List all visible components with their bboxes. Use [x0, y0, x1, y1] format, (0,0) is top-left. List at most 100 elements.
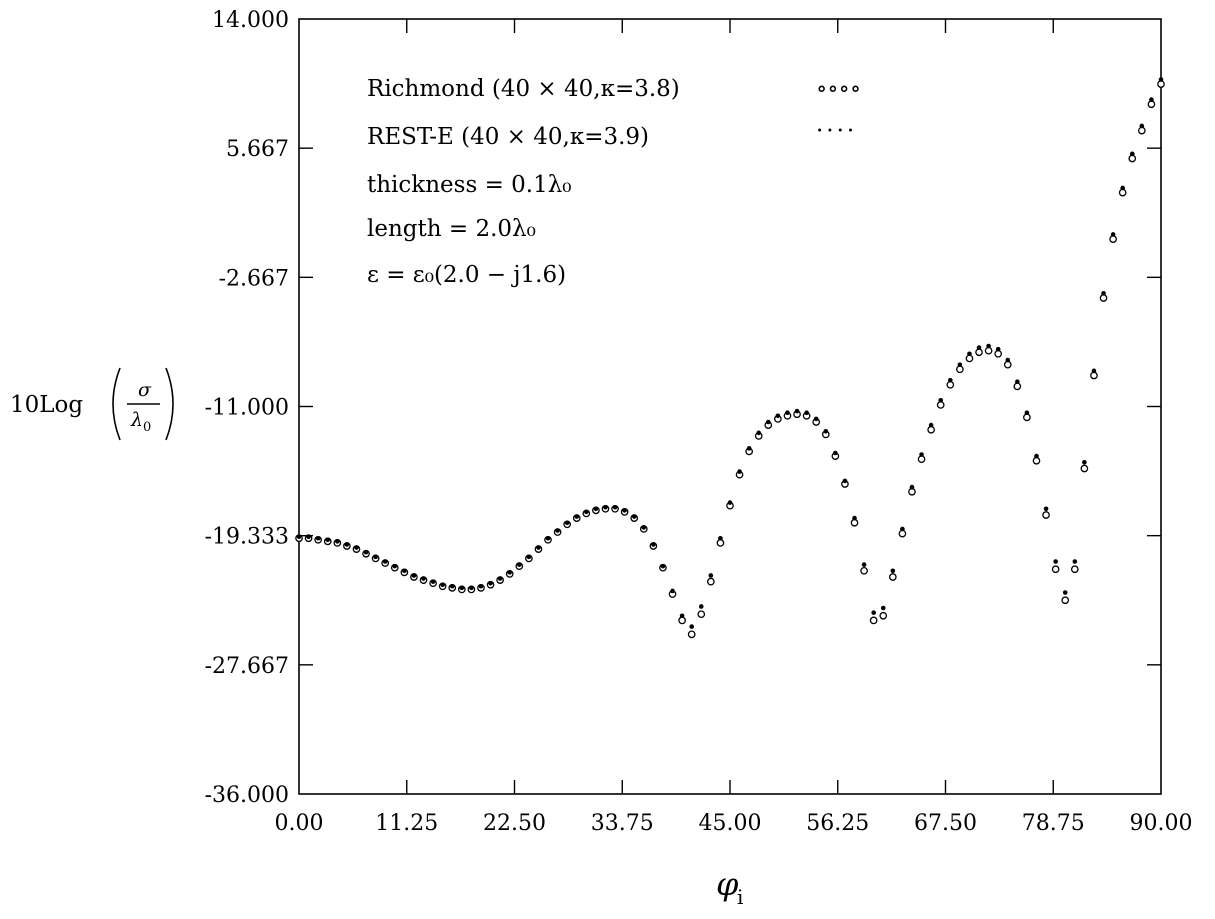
data-point-rest-e: [938, 398, 944, 403]
data-point-rest-e: [593, 506, 599, 512]
data-point-rest-e: [698, 604, 704, 609]
data-point-rest-e: [1101, 291, 1106, 296]
data-point-richmond: [927, 425, 935, 434]
data-point-rest-e: [1062, 590, 1068, 595]
data-point-rest-e: [497, 576, 503, 581]
data-point-richmond: [1080, 464, 1089, 473]
legend-rest-label: REST-E (40 × 40,κ=3.9): [367, 124, 649, 150]
y-tick-label: 5.667: [226, 137, 289, 162]
data-point-rest-e: [411, 573, 417, 578]
data-point-richmond: [697, 610, 706, 619]
data-point-richmond: [888, 573, 897, 581]
data-point-richmond: [1147, 100, 1156, 109]
data-point-rest-e: [756, 430, 762, 436]
data-point-rest-e: [900, 526, 905, 532]
x-axis-label-sub: i: [737, 885, 743, 909]
data-point-rest-e: [363, 549, 369, 555]
data-point-rest-e: [890, 568, 896, 574]
legend-richmond-marker: ∘∘∘∘: [816, 76, 861, 102]
data-point-rest-e: [651, 542, 656, 547]
data-point-rest-e: [1158, 77, 1164, 82]
x-axis-label-main: φ: [716, 865, 739, 903]
data-point-richmond: [1013, 382, 1022, 391]
data-point-rest-e: [516, 562, 522, 567]
data-point-richmond: [965, 354, 974, 363]
data-point-richmond: [1137, 126, 1146, 135]
data-point-rest-e: [679, 613, 685, 619]
data-point-rest-e: [584, 509, 589, 515]
data-point-richmond: [869, 616, 878, 625]
data-point-rest-e: [947, 377, 953, 383]
data-point-richmond: [1042, 511, 1050, 519]
data-point-rest-e: [766, 419, 771, 425]
y-axis-label-denominator-sub: 0: [143, 420, 151, 435]
x-tick-label: 56.25: [806, 811, 869, 836]
data-point-rest-e: [555, 528, 560, 533]
x-tick-label: 11.25: [375, 811, 438, 836]
data-point-richmond: [879, 611, 888, 620]
data-point-rest-e: [382, 559, 388, 564]
data-point-richmond: [1070, 565, 1079, 574]
x-tick-label: 90.00: [1130, 811, 1193, 836]
data-point-richmond: [850, 518, 859, 527]
data-point-rest-e: [315, 535, 321, 541]
x-tick-label: 78.75: [1022, 811, 1085, 836]
annotation-thickness: thickness = 0.1λ₀: [367, 172, 572, 198]
data-point-rest-e: [928, 422, 934, 428]
data-point-rest-e: [449, 584, 455, 589]
y-tick-label: -11.000: [205, 396, 289, 421]
y-axis-label-prefix: 10Log: [10, 392, 83, 418]
y-axis-label-right-paren: [165, 367, 174, 441]
data-point-rest-e: [478, 584, 484, 589]
data-point-richmond: [994, 349, 1003, 358]
data-point-richmond: [1032, 456, 1041, 465]
data-point-rest-e: [402, 568, 407, 574]
data-point-rest-e: [689, 624, 694, 629]
y-axis-label-denominator: λ: [130, 409, 143, 431]
data-point-rest-e: [526, 554, 532, 560]
data-point-rest-e: [1015, 379, 1020, 385]
data-point-richmond: [1023, 413, 1031, 422]
y-axis-label-numerator: σ: [138, 379, 152, 401]
data-point-richmond: [956, 365, 964, 374]
y-tick-label: -2.667: [219, 266, 289, 291]
data-point-rest-e: [536, 545, 541, 550]
data-point-rest-e: [823, 429, 829, 434]
data-point-rest-e: [1034, 453, 1039, 459]
data-point-rest-e: [564, 520, 570, 526]
data-point-rest-e: [871, 610, 876, 615]
series-rest-e: [296, 77, 1164, 629]
data-point-richmond: [936, 401, 945, 409]
data-point-rest-e: [1082, 460, 1087, 465]
data-point-rest-e: [622, 508, 627, 513]
series-layer: [295, 77, 1165, 639]
data-point-rest-e: [469, 585, 474, 591]
data-point-rest-e: [325, 537, 331, 543]
data-point-richmond: [908, 487, 916, 496]
data-point-rest-e: [718, 535, 723, 541]
data-point-rest-e: [354, 545, 359, 550]
data-point-richmond: [1118, 188, 1127, 197]
x-tick-label: 33.75: [591, 811, 654, 836]
data-point-rest-e: [804, 410, 809, 416]
data-point-rest-e: [306, 534, 311, 539]
data-point-rest-e: [1120, 185, 1125, 191]
data-point-rest-e: [967, 351, 972, 357]
data-point-rest-e: [373, 554, 378, 560]
x-axis-ticks: 0.00 11.25 22.50 33.75 45.00 56.25 67.50 78.75 9…: [275, 19, 1193, 836]
legend-rest-marker: ····: [816, 118, 857, 144]
data-point-richmond: [1061, 596, 1070, 605]
data-point-rest-e: [880, 605, 886, 611]
data-point-richmond: [1157, 80, 1165, 88]
x-tick-label: 45.00: [699, 811, 762, 836]
data-point-rest-e: [919, 452, 924, 457]
data-point-rest-e: [574, 514, 580, 519]
y-tick-label: -19.333: [205, 525, 289, 550]
y-tick-label: 14.000: [212, 8, 289, 33]
data-point-rest-e: [296, 534, 302, 539]
data-point-rest-e: [459, 585, 465, 591]
data-point-rest-e: [957, 362, 963, 367]
x-tick-label: 0.00: [275, 811, 324, 836]
data-point-rest-e: [670, 588, 675, 594]
data-point-rest-e: [1129, 151, 1135, 157]
